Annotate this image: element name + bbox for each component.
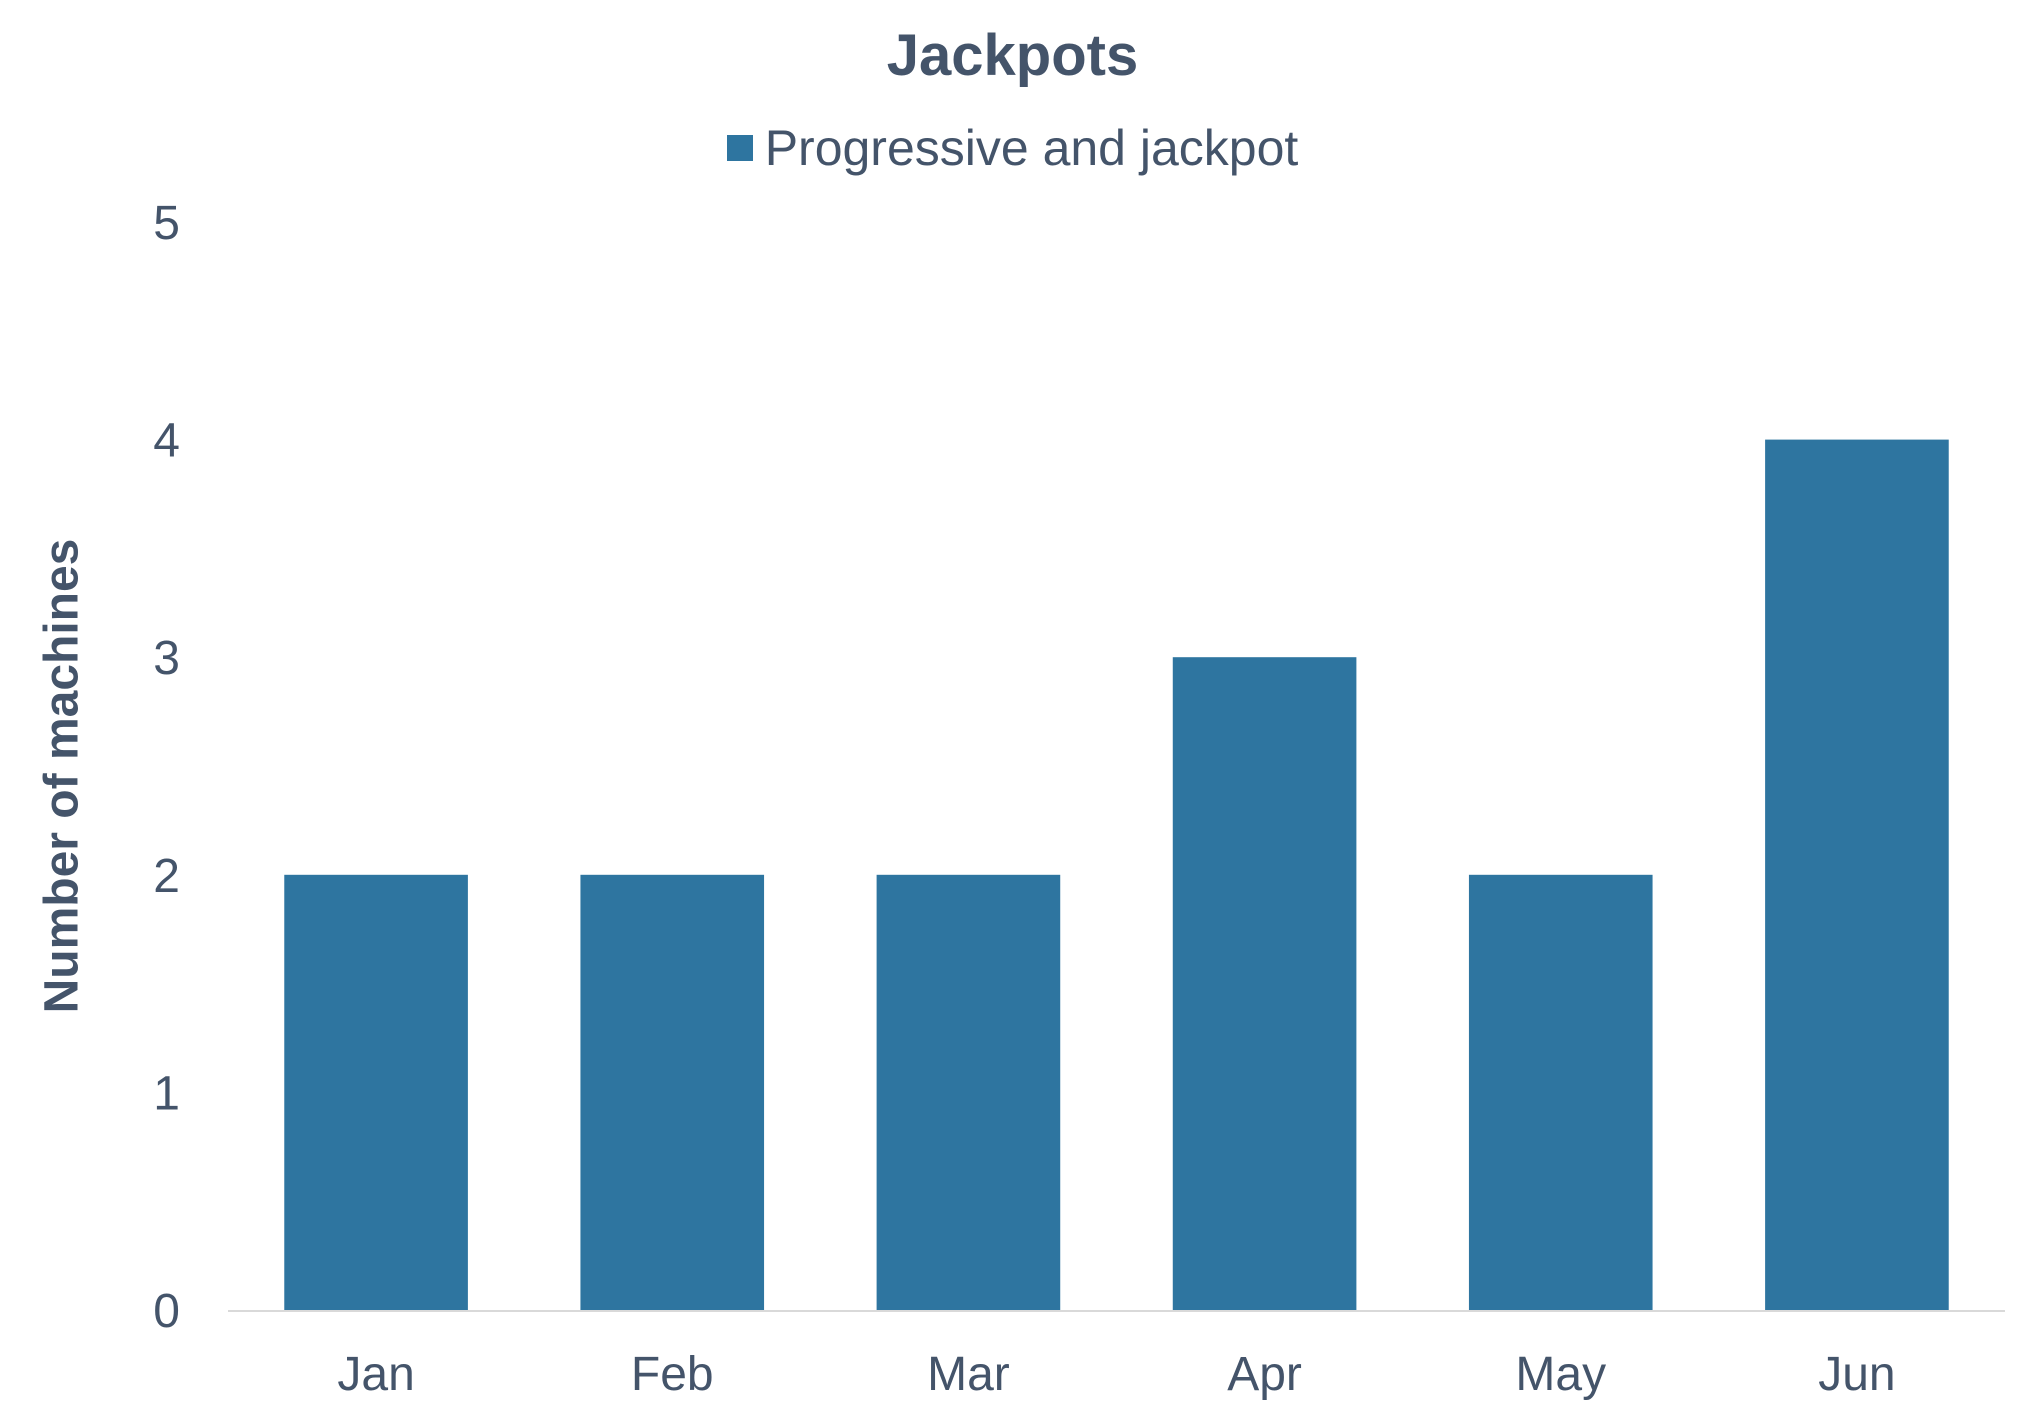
y-tick-label: 0 [153,1285,180,1338]
bar-jan [284,874,468,1310]
y-tick-label: 4 [153,415,180,468]
y-tick-label: 3 [153,632,180,685]
x-tick-label: May [1515,1348,1606,1401]
y-tick-label: 1 [153,1067,180,1120]
x-tick-label: Apr [1227,1348,1302,1401]
legend-swatch [726,135,753,161]
x-tick-label: Mar [927,1348,1010,1401]
legend: Progressive and jackpot [0,118,2025,178]
chart-title: Jackpots [886,23,1139,88]
bar-jun [1765,439,1949,1311]
legend-label: Progressive and jackpot [764,120,1299,176]
bar-may [1468,874,1653,1310]
bar-feb [580,874,765,1310]
x-tick-label: Jun [1818,1348,1895,1401]
y-tick-label: 5 [153,197,180,250]
bar-mar [876,874,1061,1310]
x-tick-label: Feb [631,1348,714,1401]
bar-apr [1172,657,1357,1310]
x-tick-label: Jan [337,1348,414,1401]
y-tick-label: 2 [153,850,180,903]
